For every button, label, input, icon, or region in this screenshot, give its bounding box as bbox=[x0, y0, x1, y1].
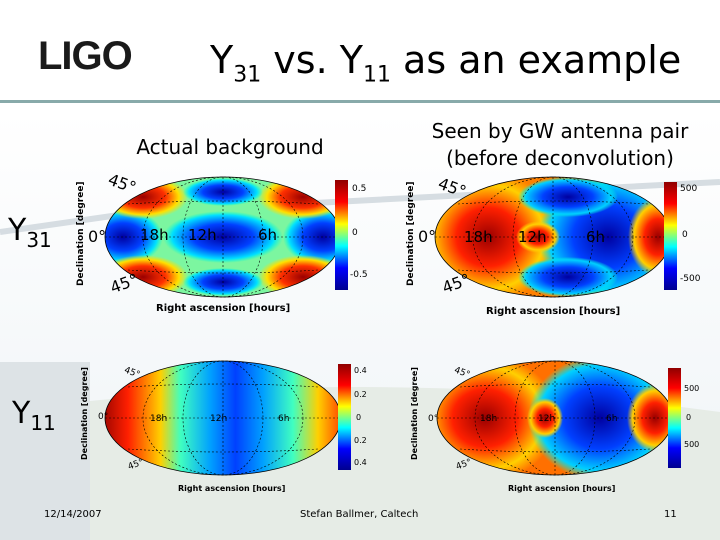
cbar-tick: 500 bbox=[684, 384, 700, 393]
skymap-y31-seen bbox=[434, 176, 672, 298]
xlabel: Right ascension [hours] bbox=[178, 484, 286, 493]
cbar-tick: 0.4 bbox=[354, 458, 367, 467]
ylabel: Declination [degree] bbox=[80, 367, 89, 460]
title-rule bbox=[0, 100, 720, 103]
ra-12h: 12h bbox=[538, 414, 556, 424]
caption-actual-background: Actual background bbox=[136, 135, 324, 159]
xlabel: Right ascension [hours] bbox=[508, 484, 616, 493]
panel-y11-actual: Declination [degree] 45° 0° 45° 18h 12h … bbox=[70, 356, 380, 496]
lat-mid: 0° bbox=[98, 412, 109, 422]
lat-mid: 0° bbox=[418, 227, 437, 246]
footer-author: Stefan Ballmer, Caltech bbox=[300, 509, 419, 520]
panel-y31-actual: Declination [degree] 45° 0° 45° 18h 1 bbox=[70, 170, 380, 322]
ligo-logo: LIGO bbox=[38, 34, 133, 78]
xlabel: Right ascension [hours] bbox=[156, 303, 291, 314]
cbar-tick: 0 bbox=[356, 413, 362, 422]
footer-date: 12/14/2007 bbox=[44, 509, 102, 520]
slide-title: Y31 vs. Y11 as an example bbox=[210, 38, 682, 88]
cbar-tick: -500 bbox=[680, 274, 701, 284]
ra-12h: 12h bbox=[210, 414, 228, 424]
panel-y11-seen: Declination [degree] 45° 0° 45° 18h 12h … bbox=[400, 356, 720, 496]
cbar-tick: 0 bbox=[686, 413, 692, 422]
cbar-tick: 0.4 bbox=[354, 366, 367, 375]
ra-6h: 6h bbox=[606, 414, 618, 424]
ra-12h: 12h bbox=[518, 228, 547, 246]
skymap-y31-actual bbox=[104, 176, 342, 298]
cbar-tick: 0.5 bbox=[352, 184, 367, 194]
colorbar bbox=[664, 182, 677, 290]
ra-6h: 6h bbox=[586, 228, 606, 246]
xlabel: Right ascension [hours] bbox=[486, 306, 621, 317]
cbar-tick: 0.2 bbox=[354, 390, 367, 399]
cbar-tick: 500 bbox=[680, 184, 698, 194]
ra-6h: 6h bbox=[258, 226, 278, 244]
skymap-y11-actual bbox=[104, 360, 342, 476]
ylabel: Declination [degree] bbox=[76, 181, 86, 286]
colorbar bbox=[668, 368, 681, 468]
row-label-y31: Y31 bbox=[8, 213, 52, 252]
ra-18h: 18h bbox=[464, 228, 493, 246]
ra-18h: 18h bbox=[150, 414, 168, 424]
ra-12h: 12h bbox=[188, 226, 217, 244]
caption-seen-line1: Seen by GW antenna pair bbox=[431, 119, 689, 143]
caption-seen-line2: (before deconvolution) bbox=[446, 146, 674, 170]
ylabel: Declination [degree] bbox=[410, 367, 419, 460]
colorbar bbox=[338, 364, 351, 470]
cbar-tick: 0.2 bbox=[354, 436, 367, 445]
ra-18h: 18h bbox=[140, 226, 169, 244]
lat-mid: 0° bbox=[88, 227, 107, 246]
ra-6h: 6h bbox=[278, 414, 290, 424]
lat-mid: 0° bbox=[428, 414, 439, 424]
cbar-tick: 0 bbox=[352, 228, 358, 238]
cbar-tick: -0.5 bbox=[350, 270, 368, 280]
panel-y31-seen: Declination [degree] 45° 0° 45° 18h 12h … bbox=[400, 172, 720, 322]
colorbar bbox=[335, 180, 348, 290]
row-label-y11: Y11 bbox=[12, 396, 56, 435]
cbar-tick: 0 bbox=[682, 230, 688, 240]
ylabel: Declination [degree] bbox=[406, 181, 416, 286]
caption-seen-by-antenna: Seen by GW antenna pair (before deconvol… bbox=[395, 118, 720, 172]
ra-18h: 18h bbox=[480, 414, 498, 424]
footer-page-number: 11 bbox=[664, 509, 677, 520]
skymap-y11-seen bbox=[436, 360, 674, 476]
cbar-tick: 500 bbox=[684, 440, 700, 449]
